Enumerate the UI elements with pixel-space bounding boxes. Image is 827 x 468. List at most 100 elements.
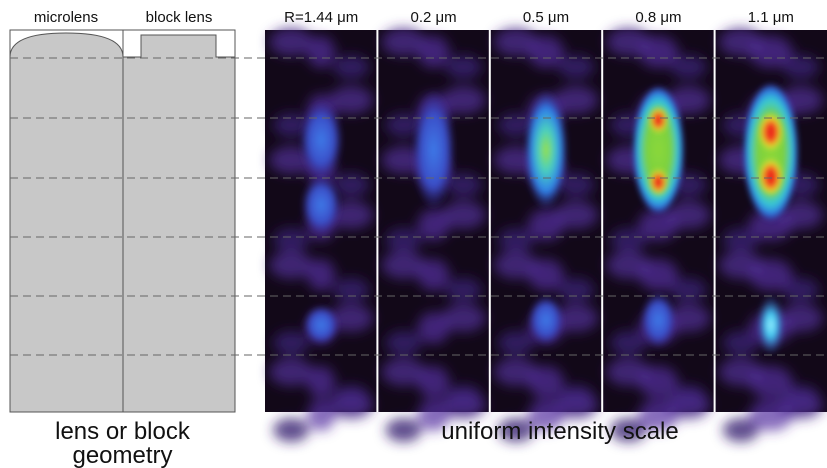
intensity-blob <box>610 228 647 252</box>
intensity-blob <box>269 358 314 386</box>
intensity-blob <box>528 366 564 398</box>
intensity-blob <box>748 36 793 68</box>
intensity-spot <box>648 106 669 134</box>
intensity-blob <box>748 259 793 291</box>
intensity-blob <box>638 366 679 398</box>
intensity-blob <box>554 391 598 419</box>
intensity-blob <box>748 399 793 431</box>
intensity-blob <box>333 278 370 302</box>
intensity-blob <box>558 278 594 302</box>
intensity-blob <box>385 331 422 355</box>
intensity-blob <box>417 259 450 291</box>
intensity-spot <box>301 175 342 235</box>
intensity-blob <box>554 86 598 114</box>
intensity-blob <box>782 55 819 79</box>
intensity-spot <box>648 168 669 196</box>
intensity-blob <box>638 259 679 291</box>
intensity-blob <box>610 331 647 355</box>
column-label: 0.5 μm <box>523 9 569 26</box>
intensity-blob <box>748 209 793 241</box>
intensity-blob <box>558 55 594 79</box>
intensity-spot <box>299 100 344 180</box>
intensity-blob <box>638 209 679 241</box>
column-label: microlens <box>34 9 98 26</box>
intensity-blob <box>385 228 422 252</box>
intensity-spot <box>411 90 456 210</box>
intensity-blob <box>381 251 426 279</box>
intensity-blob <box>494 358 538 386</box>
column-label: R=1.44 μm <box>284 9 358 26</box>
intensity-blob <box>307 399 336 431</box>
intensity-blob <box>307 36 336 68</box>
column-label: 0.8 μm <box>635 9 681 26</box>
intensity-blob <box>498 331 534 355</box>
intensity-blob <box>417 209 450 241</box>
intensity-blob <box>441 86 486 114</box>
column-label: 1.1 μm <box>748 9 794 26</box>
intensity-blob <box>417 36 450 68</box>
reference-lines <box>10 57 827 356</box>
intensity-blob <box>638 399 679 431</box>
intensity-blob <box>498 228 534 252</box>
intensity-blob <box>610 418 647 442</box>
intensity-blob <box>445 173 482 197</box>
intensity-spot <box>757 112 784 152</box>
intensity-blob <box>494 251 538 279</box>
intensity-blob <box>498 418 534 442</box>
intensity-spot <box>757 157 784 197</box>
intensity-blob <box>441 391 486 419</box>
intensity-blob <box>494 28 538 56</box>
intensity-blob <box>269 251 314 279</box>
intensity-blob <box>307 259 336 291</box>
intensity-blob <box>528 209 564 241</box>
intensity-blob <box>722 418 759 442</box>
intensity-blob <box>638 36 679 68</box>
intensity-blob <box>554 304 598 332</box>
intensity-blob <box>385 113 422 137</box>
intensity-blob <box>498 113 534 137</box>
intensity-blob <box>273 228 310 252</box>
intensity-blob <box>558 173 594 197</box>
intensity-spot <box>756 295 785 355</box>
intensity-spot <box>524 90 568 210</box>
intensity-blob <box>333 173 370 197</box>
intensity-blob <box>329 391 374 419</box>
intensity-blob <box>381 28 426 56</box>
intensity-blob <box>441 201 486 229</box>
column-label: 0.2 μm <box>411 9 457 26</box>
intensity-blob <box>381 358 426 386</box>
intensity-blob <box>307 366 336 398</box>
intensity-blob <box>445 278 482 302</box>
intensity-blob <box>329 86 374 114</box>
intensity-blob <box>670 55 707 79</box>
intensity-blob <box>269 28 314 56</box>
intensity-blob <box>554 201 598 229</box>
intensity-blob <box>273 418 310 442</box>
intensity-blob <box>748 366 793 398</box>
intensity-blob <box>385 418 422 442</box>
intensity-spot <box>632 85 685 215</box>
intensity-spot <box>640 292 677 348</box>
intensity-blob <box>333 55 370 79</box>
intensity-blob <box>417 399 450 431</box>
heatmap-panel <box>265 28 827 442</box>
intensity-blob <box>441 304 486 332</box>
intensity-blob <box>722 228 759 252</box>
caption: uniform intensity scale <box>441 418 679 445</box>
intensity-blob <box>417 366 450 398</box>
intensity-spot <box>303 305 340 345</box>
intensity-blob <box>445 55 482 79</box>
column-label: block lens <box>146 9 213 26</box>
intensity-blob <box>329 304 374 332</box>
intensity-blob <box>273 331 310 355</box>
intensity-blob <box>528 259 564 291</box>
intensity-blob <box>722 331 759 355</box>
intensity-blob <box>417 312 450 344</box>
intensity-blob <box>528 36 564 68</box>
intensity-blob <box>528 399 564 431</box>
block-lens-shape <box>122 34 236 413</box>
caption: lens or block geometry <box>55 418 190 468</box>
intensity-spot <box>528 295 564 345</box>
